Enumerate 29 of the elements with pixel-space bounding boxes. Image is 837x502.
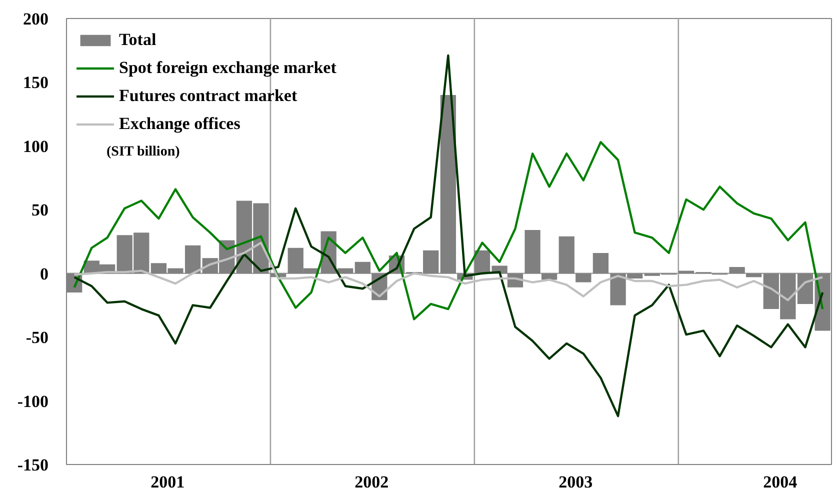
bar — [354, 262, 370, 274]
legend-label: Spot foreign exchange market — [119, 57, 336, 79]
x-tick-label: 2001 — [150, 472, 185, 492]
line-series — [73, 54, 824, 418]
y-tick-label: 0 — [40, 264, 48, 284]
bar — [338, 268, 354, 274]
bar — [592, 252, 609, 274]
bar — [558, 236, 574, 274]
bar — [524, 230, 540, 274]
y-tick-label: 200 — [23, 10, 48, 28]
annotation: (SIT billion) — [106, 144, 180, 160]
y-tick-label: -100 — [17, 392, 49, 411]
legend-label: Futures contract market — [119, 85, 298, 107]
bar — [746, 273, 762, 278]
y-tick-label: -50 — [26, 328, 49, 348]
line-series — [73, 242, 824, 302]
legend-label: Total — [119, 29, 156, 51]
y-tick-label: 50 — [32, 200, 48, 220]
legend-label: Exchange offices — [119, 113, 240, 135]
y-tick-label: 150 — [23, 73, 48, 92]
y-tick-label: -150 — [17, 456, 49, 474]
x-tick-label: 2002 — [354, 472, 389, 492]
x-tick-label: 2004 — [763, 472, 798, 492]
y-tick-label: 100 — [23, 136, 48, 156]
bar — [576, 273, 592, 282]
line-series — [73, 141, 824, 320]
bar — [440, 94, 456, 274]
x-tick-label: 2003 — [558, 472, 593, 492]
bar — [729, 266, 745, 274]
